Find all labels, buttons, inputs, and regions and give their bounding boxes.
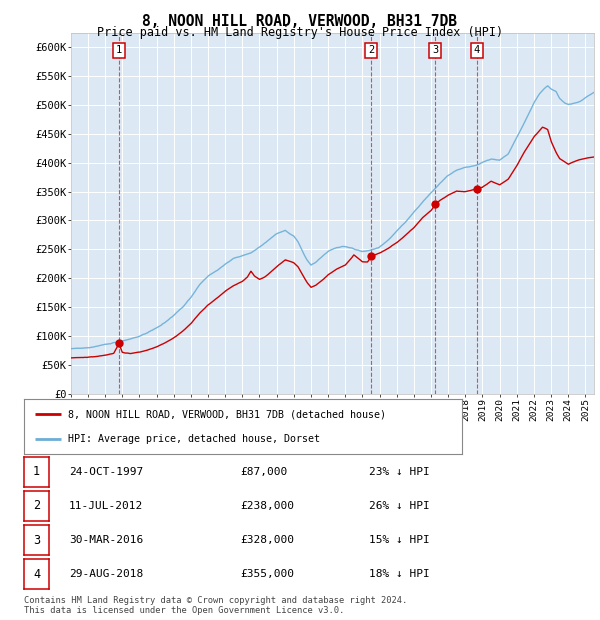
- Text: 24-OCT-1997: 24-OCT-1997: [69, 467, 143, 477]
- Text: 8, NOON HILL ROAD, VERWOOD, BH31 7DB: 8, NOON HILL ROAD, VERWOOD, BH31 7DB: [143, 14, 458, 29]
- Text: 29-AUG-2018: 29-AUG-2018: [69, 569, 143, 579]
- Text: 4: 4: [33, 568, 40, 580]
- Text: 4: 4: [473, 45, 480, 55]
- Text: £238,000: £238,000: [240, 501, 294, 511]
- Text: 11-JUL-2012: 11-JUL-2012: [69, 501, 143, 511]
- Text: £328,000: £328,000: [240, 535, 294, 545]
- Text: 23% ↓ HPI: 23% ↓ HPI: [369, 467, 430, 477]
- Text: Contains HM Land Registry data © Crown copyright and database right 2024.
This d: Contains HM Land Registry data © Crown c…: [24, 596, 407, 615]
- Text: 1: 1: [116, 45, 122, 55]
- Text: 1: 1: [33, 466, 40, 478]
- Text: 30-MAR-2016: 30-MAR-2016: [69, 535, 143, 545]
- Text: 8, NOON HILL ROAD, VERWOOD, BH31 7DB (detached house): 8, NOON HILL ROAD, VERWOOD, BH31 7DB (de…: [68, 409, 386, 419]
- Text: 2: 2: [368, 45, 374, 55]
- Text: £355,000: £355,000: [240, 569, 294, 579]
- Text: Price paid vs. HM Land Registry's House Price Index (HPI): Price paid vs. HM Land Registry's House …: [97, 26, 503, 39]
- Text: 3: 3: [33, 534, 40, 546]
- Text: 15% ↓ HPI: 15% ↓ HPI: [369, 535, 430, 545]
- Text: £87,000: £87,000: [240, 467, 287, 477]
- Text: 3: 3: [432, 45, 438, 55]
- Text: 2: 2: [33, 500, 40, 512]
- Text: 26% ↓ HPI: 26% ↓ HPI: [369, 501, 430, 511]
- Text: HPI: Average price, detached house, Dorset: HPI: Average price, detached house, Dors…: [68, 434, 320, 444]
- Text: 18% ↓ HPI: 18% ↓ HPI: [369, 569, 430, 579]
